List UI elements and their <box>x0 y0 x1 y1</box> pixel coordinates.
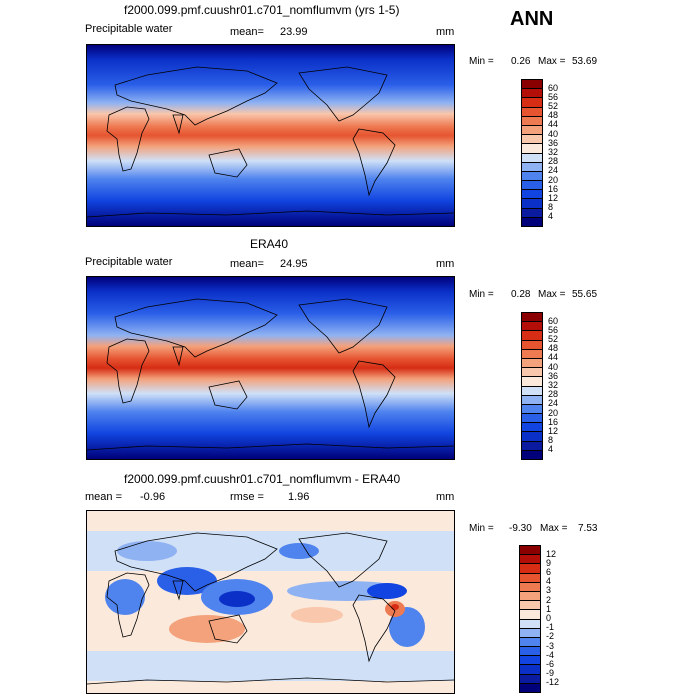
colorbar-tick-label: 1 <box>546 603 552 614</box>
colorbar-tick-label: 40 <box>548 361 559 372</box>
panel1-units: mm <box>436 26 455 38</box>
panel1-map <box>86 44 455 227</box>
season-label: ANN <box>510 8 554 30</box>
panel3-max-label: Max = <box>540 523 568 534</box>
panel1-min-value: 0.26 <box>511 56 531 67</box>
colorbar-tick-label: 4 <box>548 211 554 222</box>
colorbar-tick-label: 44 <box>548 352 559 363</box>
panel3-max-value: 7.53 <box>578 523 598 534</box>
panel3-rmse-value: 1.96 <box>288 491 310 503</box>
colorbar-tick-label: 40 <box>548 128 559 139</box>
panel1-min-label: Min = <box>469 56 494 67</box>
panel3-mean-value: -0.96 <box>140 491 166 503</box>
panel1-mean-label: mean= <box>230 26 264 38</box>
colorbar-tick-label: 32 <box>548 380 559 390</box>
panel1-title: f2000.099.pmf.cuushr01.c701_nomflumvm (y… <box>124 3 400 17</box>
panel2-min-value: 0.28 <box>511 289 531 300</box>
panel2-max-value: 55.65 <box>572 289 598 300</box>
colorbar-swatch <box>519 682 541 693</box>
colorbar-tick-label: 8 <box>548 202 554 213</box>
colorbar-tick-label: 9 <box>546 557 552 568</box>
colorbar-tick-label: 52 <box>548 334 559 345</box>
colorbar-tick-label: -9 <box>546 668 555 679</box>
colorbar-tick-label: 24 <box>548 165 559 176</box>
colorbar-tick-label: 12 <box>546 548 557 559</box>
colorbar-tick-label: 32 <box>548 147 559 157</box>
colorbar-tick-label: 20 <box>548 407 559 418</box>
panel1-mean-value: 23.99 <box>280 26 308 38</box>
colorbar-tick-label: -6 <box>546 658 555 669</box>
panel2-mean-value: 24.95 <box>280 258 308 270</box>
panel2-max-label: Max = <box>538 289 566 300</box>
colorbar-tick-label: 48 <box>548 343 559 354</box>
panel2-title: ERA40 <box>250 237 289 251</box>
colorbar-tick-label: 8 <box>548 435 554 446</box>
colorbar-tick-label: 16 <box>548 416 559 427</box>
colorbar-tick-label: 2 <box>546 594 552 605</box>
panel2-colorbar: 60 56 52 48 44 40 36 32 28 24 20 16 12 8 4 <box>521 312 581 460</box>
colorbar-tick-label: 28 <box>548 389 559 400</box>
colorbar-tick-label: -3 <box>546 640 555 651</box>
panel3-min-value: -9.30 <box>509 523 532 534</box>
colorbar-tick-label: 36 <box>548 137 559 148</box>
panel1-max-label: Max = <box>538 56 566 67</box>
colorbar-swatch <box>521 216 543 227</box>
panel3-min-label: Min = <box>469 523 494 534</box>
colorbar-tick-label: 3 <box>546 585 552 596</box>
colorbar-tick-label: 48 <box>548 110 559 121</box>
panel2-variable-label: Precipitable water <box>85 256 173 268</box>
panel2-mean-label: mean= <box>230 258 264 270</box>
colorbar-tick-label: -1 <box>546 622 555 633</box>
panel2-units: mm <box>436 258 455 270</box>
panel2-map <box>86 276 455 460</box>
colorbar-tick-label: 24 <box>548 398 559 409</box>
panel3-title: f2000.099.pmf.cuushr01.c701_nomflumvm - … <box>124 472 401 486</box>
colorbar-tick-label: 56 <box>548 324 559 335</box>
panel1-variable-label: Precipitable water <box>85 23 173 35</box>
colorbar-tick-label: 12 <box>548 425 559 436</box>
colorbar-tick-label: 28 <box>548 156 559 167</box>
colorbar-tick-label: 12 <box>548 192 559 203</box>
colorbar-tick-label: 56 <box>548 91 559 102</box>
panel3-rmse-label: rmse = <box>230 491 264 503</box>
colorbar-tick-label: 36 <box>548 370 559 381</box>
colorbar-tick-label: 44 <box>548 119 559 130</box>
colorbar-tick-label: 20 <box>548 174 559 185</box>
colorbar-swatch <box>521 449 543 460</box>
panel3-colorbar: 12 9 6 4 3 2 1 0 -1 -2 -3 -4 -6 -9 -12 <box>519 545 579 693</box>
panel3-mean-label: mean = <box>85 491 122 503</box>
colorbar-tick-label: 52 <box>548 101 559 112</box>
panel1-max-value: 53.69 <box>572 56 598 67</box>
colorbar-tick-label: 4 <box>548 444 554 455</box>
colorbar-tick-label: 6 <box>546 567 552 578</box>
colorbar-tick-label: 0 <box>546 613 552 623</box>
colorbar-tick-label: -4 <box>546 649 555 660</box>
panel2-min-label: Min = <box>469 289 494 300</box>
colorbar-tick-label: -2 <box>546 631 555 642</box>
colorbar-tick-label: 60 <box>548 315 559 326</box>
colorbar-tick-label: 16 <box>548 183 559 194</box>
panel3-map <box>86 510 455 694</box>
colorbar-tick-label: -12 <box>546 677 560 688</box>
panel3-units: mm <box>436 491 455 503</box>
colorbar-tick-label: 60 <box>548 82 559 93</box>
colorbar-tick-label: 4 <box>546 576 552 587</box>
panel1-colorbar: 60 56 52 48 44 40 36 32 28 24 20 16 12 8 4 <box>521 79 581 227</box>
